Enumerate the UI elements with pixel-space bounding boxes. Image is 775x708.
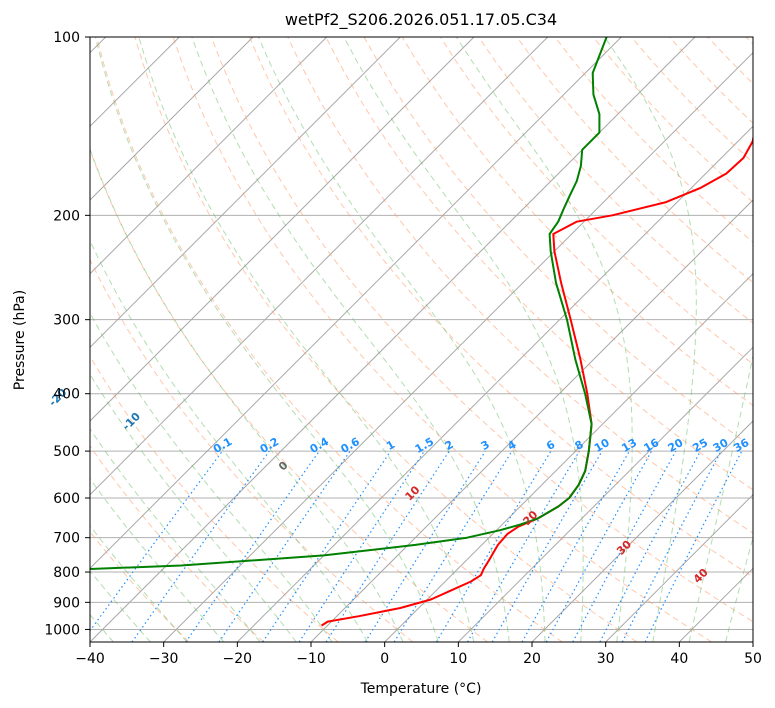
mixing-ratio-line xyxy=(298,450,425,642)
x-tick-label: 30 xyxy=(597,651,615,667)
moist-adiabat xyxy=(257,37,546,642)
x-tick-label: −10 xyxy=(296,651,326,667)
dry-adiabat xyxy=(249,37,753,578)
dry-adiabat xyxy=(516,37,753,284)
isotherm--60 xyxy=(90,37,549,496)
moist-adiabat xyxy=(688,353,753,642)
mixing-ratio-line xyxy=(599,450,702,642)
x-tick-label: 0 xyxy=(380,651,389,667)
moist-adiabat xyxy=(603,37,697,642)
x-tick-label: −20 xyxy=(223,651,253,667)
moist-adiabat xyxy=(90,147,404,642)
isotherm--70 xyxy=(90,37,475,422)
moist-adiabat xyxy=(90,373,297,642)
mixing-ratio-line xyxy=(364,450,486,642)
moist-adiabat xyxy=(191,37,510,642)
dry-adiabat xyxy=(96,37,563,642)
moist-adiabat xyxy=(90,311,333,642)
isotherm--30 xyxy=(163,51,753,642)
y-tick-label: 400 xyxy=(53,387,80,403)
plot-area xyxy=(90,37,753,642)
mixing-ratio-line xyxy=(393,450,513,642)
mixing-ratio-line xyxy=(262,450,392,642)
y-tick-label: 700 xyxy=(53,531,80,547)
moist-adiabat xyxy=(94,37,439,642)
isotherm-50 xyxy=(752,641,753,642)
isotherm--100 xyxy=(90,37,254,201)
y-tick-label: 500 xyxy=(53,444,80,460)
dewpoint-line xyxy=(90,37,608,571)
moist-adiabat xyxy=(455,37,633,642)
y-tick-label: 1000 xyxy=(44,622,80,638)
isotherm--50 xyxy=(90,37,622,570)
moist-adiabat xyxy=(725,535,753,642)
x-tick-label: −30 xyxy=(149,651,179,667)
x-tick-label: 40 xyxy=(670,651,688,667)
y-axis-title: Pressure (hPa) xyxy=(12,290,28,390)
dry-adiabat xyxy=(287,37,753,534)
profile-lines xyxy=(90,37,753,627)
mixing-ratio-line xyxy=(572,450,677,642)
moist-adiabat xyxy=(90,239,369,642)
isotherm-0 xyxy=(384,272,753,642)
chart-title: wetPf2_S206.2026.051.17.05.C34 xyxy=(285,10,557,30)
x-axis-title: Temperature (°C) xyxy=(360,681,482,697)
isotherm--20 xyxy=(236,125,753,642)
axes: −40 −30 −20 −10 0 10 20 30 40 50 100 200 300 400 500 60… xyxy=(44,30,762,667)
isotherm-30 xyxy=(605,493,753,642)
dry-adiabat xyxy=(90,258,414,642)
plot-frame xyxy=(89,36,754,643)
moist-adiabat xyxy=(138,37,475,642)
dry-adiabat xyxy=(325,37,753,491)
y-tick-label: 600 xyxy=(53,491,80,507)
y-tick-label: 200 xyxy=(53,208,80,224)
dry-adiabat xyxy=(210,37,753,623)
dry-adiabat xyxy=(134,37,638,642)
moist-adiabat xyxy=(343,37,584,642)
mixing-ratio-line xyxy=(435,450,552,642)
mixing-ratio-line xyxy=(218,450,351,642)
isotherm-10 xyxy=(457,346,753,642)
moist-adiabat xyxy=(90,427,261,642)
isotherm-20 xyxy=(531,420,753,642)
mixing-ratio-line xyxy=(466,450,580,642)
x-tick-label: 50 xyxy=(744,651,762,667)
x-tick-label: −40 xyxy=(75,651,105,667)
x-tick-label: 20 xyxy=(523,651,541,667)
dry-adiabat xyxy=(90,445,264,642)
dry-adiabat xyxy=(172,37,712,642)
isotherm--90 xyxy=(90,37,328,275)
y-tick-label: 100 xyxy=(53,30,80,46)
y-tick-label: 800 xyxy=(53,565,80,581)
y-tick-label: 300 xyxy=(53,313,80,329)
x-tick-label: 10 xyxy=(449,651,467,667)
y-tick-label: 900 xyxy=(53,595,80,611)
isotherm--10 xyxy=(310,199,753,642)
mixing-ratio-line xyxy=(185,450,320,642)
